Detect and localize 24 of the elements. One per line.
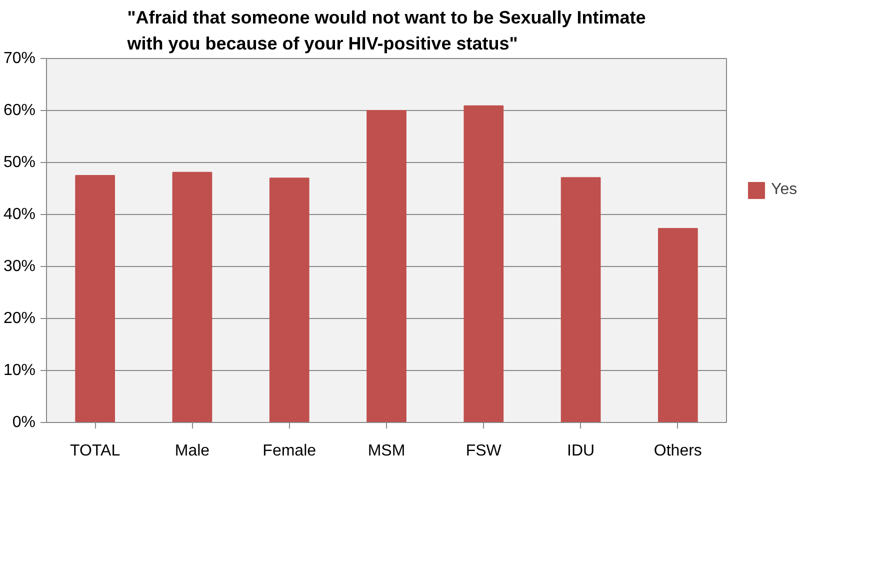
x-tick-label: Male	[174, 442, 210, 460]
bar	[560, 177, 601, 422]
y-tick-label: 40%	[3, 206, 36, 223]
y-tick-label: 30%	[3, 258, 36, 275]
y-tick-label: 60%	[3, 102, 36, 119]
y-tick-label: 70%	[3, 50, 36, 67]
bar	[269, 178, 310, 422]
legend-label: Yes	[771, 180, 798, 198]
bar	[75, 175, 115, 422]
x-tick-label: Female	[262, 442, 316, 460]
bar	[172, 172, 212, 422]
x-tick-label: TOTAL	[70, 442, 120, 460]
bar	[464, 105, 504, 422]
y-tick-label: 10%	[3, 362, 36, 379]
x-tick-label: MSM	[368, 442, 406, 460]
bar	[366, 110, 406, 422]
chart-title: "Afraid that someone would not want to be Sexually Intimate with you because of your HIV-positive status"	[126, 8, 646, 54]
bar	[658, 228, 698, 422]
y-tick-label: 20%	[3, 310, 36, 327]
x-tick-label: Others	[654, 442, 702, 460]
y-tick-label: 0%	[12, 414, 36, 431]
y-tick-label: 50%	[3, 154, 36, 171]
x-tick-label: FSW	[466, 442, 502, 460]
x-tick-label: IDU	[567, 442, 595, 460]
